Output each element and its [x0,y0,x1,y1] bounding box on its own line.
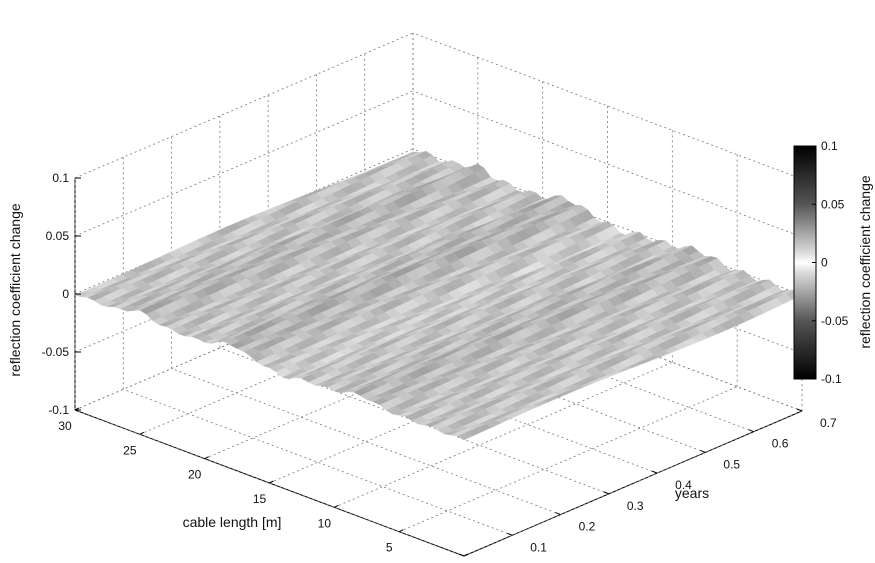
x-tick [334,504,339,508]
x-tick [463,553,469,557]
surface [74,150,803,441]
x-tick [74,407,80,411]
x-tick [398,529,404,533]
y-tick-label: 0 [482,561,489,563]
grid-line [334,361,673,508]
y-tick [507,532,513,536]
tick-labels: -0.1 -0.05 0 0.05 0.1 0 5 10 15 20 25 30 0 0.1 0.2 0.3 0… [42,171,837,563]
y-tick [651,470,658,474]
z-tick-label: 0.05 [46,229,70,243]
x-tick-label: 10 [318,516,332,530]
y-tick [603,491,610,495]
y-tick [748,429,754,433]
grid-line [74,148,414,295]
z-tick-label: 0.1 [52,171,69,185]
x-tick-label: 15 [253,492,267,506]
grid-line [123,388,513,536]
grid-line [171,368,561,515]
x-tick-label: 5 [386,541,393,555]
y-tick [796,408,803,412]
z-tick-label: -0.05 [42,345,70,359]
x-tick [204,456,209,460]
grid-line [463,410,803,557]
z-tick-label: 0 [62,287,69,301]
y-tick-label: 0.6 [772,437,789,451]
x-tick-label: 20 [188,468,202,482]
colorbar-label: reflection coefficient change [857,175,873,349]
y-tick-label: 0.4 [675,478,692,492]
grid-line [412,32,803,180]
y-axis-label: years [675,485,709,501]
z-axis-label: reflection coefficient change [7,203,23,377]
x-axis-label: cable length [m] [183,514,282,530]
x-tick-label: 25 [123,443,137,457]
colorbar-tick-label: 0.1 [821,139,838,153]
z-tick-label: -0.1 [48,403,69,417]
y-tick [700,449,706,453]
x-tick-label: 30 [58,419,72,433]
grid-line [74,90,414,237]
x-tick [139,431,145,435]
y-tick [458,553,465,557]
y-tick-label: 0.5 [723,457,740,471]
y-tick-label: 0.2 [579,520,596,534]
colorbar-tick-label: 0 [821,256,828,270]
grid-line [74,32,414,179]
y-tick-label: 0.3 [627,499,644,513]
grid-line [399,386,738,533]
y-tick [555,512,561,516]
colorbar-tick-label: -0.05 [821,314,849,328]
grid-line [412,90,803,238]
colorbar-tick-label: -0.1 [821,372,842,386]
colorbar-tick-label: 0.05 [821,197,845,211]
x-tick [269,480,274,484]
colorbar-ticks: 0.1 0.05 0 -0.05 -0.1 [812,139,849,386]
y-tick-label: 0.1 [530,540,547,554]
y-tick-label: 0.7 [820,416,837,430]
